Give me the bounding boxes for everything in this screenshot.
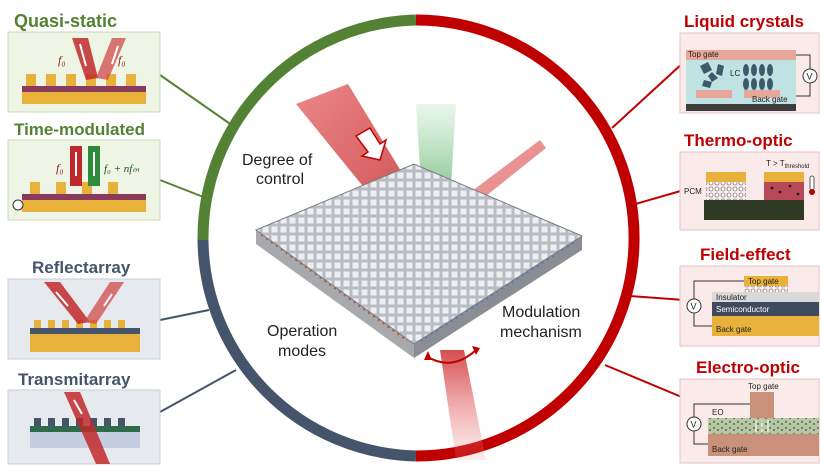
label-operation-2: modes <box>278 343 326 360</box>
center-labels: Degree of control Operation modes Modula… <box>242 152 582 360</box>
slab-right-side <box>414 236 582 358</box>
connector-transmitarray <box>159 369 237 413</box>
panel-quasi-static: Quasi-static f₀ f₀ <box>7 11 161 113</box>
label-operation-1: Operation <box>267 323 337 340</box>
quasi-static-f-right: f₀ <box>118 53 126 67</box>
thermo-optic-threshold: T > Tthreshold <box>766 159 809 170</box>
panel-time-modulated: Time-modulated f₀ f₀ + nfₘ <box>7 120 161 221</box>
field-effect-v: V <box>691 302 697 312</box>
liquid-crystals-voltmeter <box>802 68 818 84</box>
panel-liquid-crystals: Liquid crystals Top gate LC Back gate V <box>679 12 820 114</box>
beam-direction-arrow <box>354 126 388 161</box>
quasi-static-f-left: f₀ <box>58 53 66 67</box>
electro-optic-voltmeter <box>686 416 702 432</box>
electro-optic-title: Electro-optic <box>696 358 800 377</box>
time-modulated-f-in: f₀ <box>56 161 64 175</box>
label-degree-2: control <box>256 171 304 188</box>
reflectarray-reflected-beam <box>84 282 124 324</box>
thermo-optic-threshold-main: T > T <box>766 159 785 168</box>
liquid-crystals-lc: LC <box>730 69 740 78</box>
ring-arc-green <box>197 14 417 241</box>
panel-electro-optic: Electro-optic Top gate EO Back gate V <box>679 358 820 464</box>
transmitarray-beam <box>64 392 110 464</box>
connector-field-effect <box>629 295 685 301</box>
reflectarray-title: Reflectarray <box>32 258 131 277</box>
field-effect-top-gate: Top gate <box>748 277 779 286</box>
field-effect-voltmeter <box>686 298 702 314</box>
electro-optic-top-gate: Top gate <box>748 382 779 391</box>
label-modulation-2: mechanism <box>500 324 582 341</box>
liquid-crystals-v: V <box>807 72 813 82</box>
connector-lines <box>159 61 685 413</box>
transmitarray-title: Transmitarray <box>18 370 131 389</box>
slab-left-side <box>256 230 414 358</box>
connector-liquid-crystals <box>611 61 685 129</box>
quasi-static-reflected-beam <box>96 38 126 80</box>
field-effect-insulator: Insulator <box>716 293 747 302</box>
field-effect-title: Field-effect <box>700 245 791 264</box>
field-effect-back-gate: Back gate <box>716 325 752 334</box>
liquid-crystals-back-gate: Back gate <box>752 95 788 104</box>
connector-reflectarray <box>159 309 210 321</box>
ring-arc-navy <box>197 239 417 462</box>
connector-time-modulated <box>159 179 207 199</box>
label-modulation-1: Modulation <box>502 304 580 321</box>
panel-field-effect: Field-effect Top gate Insulator Semicond… <box>679 245 820 347</box>
thermo-optic-pcm: PCM <box>684 187 702 196</box>
electro-optic-v: V <box>691 420 697 430</box>
thermo-optic-title: Thermo-optic <box>684 131 793 150</box>
electro-optic-back-gate: Back gate <box>712 445 748 454</box>
label-degree-1: Degree of <box>242 152 313 169</box>
quasi-static-title: Quasi-static <box>14 11 117 31</box>
liquid-crystals-title: Liquid crystals <box>684 12 804 31</box>
panel-transmitarray: Transmitarray <box>7 370 161 465</box>
central-metasurface <box>254 84 584 460</box>
electro-optic-eo: EO <box>712 408 724 417</box>
thermometer-icon <box>809 175 815 191</box>
slab-top-grid <box>254 163 584 345</box>
panel-thermo-optic: Thermo-optic T > Tthreshold PCM <box>679 131 820 231</box>
transmitted-red-beam <box>440 350 486 460</box>
panel-reflectarray: Reflectarray <box>7 258 161 360</box>
connector-electro-optic <box>604 364 685 399</box>
ring-arc-red <box>415 14 640 462</box>
field-effect-semiconductor: Semiconductor <box>716 305 770 314</box>
connector-thermo-optic <box>631 189 685 206</box>
time-modulated-f-out: f₀ + nfₘ <box>104 163 139 175</box>
time-modulated-title: Time-modulated <box>14 120 145 139</box>
mechanism-ring <box>197 14 640 462</box>
liquid-crystals-top-gate: Top gate <box>688 50 719 59</box>
connector-quasi-static <box>159 74 237 129</box>
thermo-optic-threshold-sub: threshold <box>785 164 810 170</box>
